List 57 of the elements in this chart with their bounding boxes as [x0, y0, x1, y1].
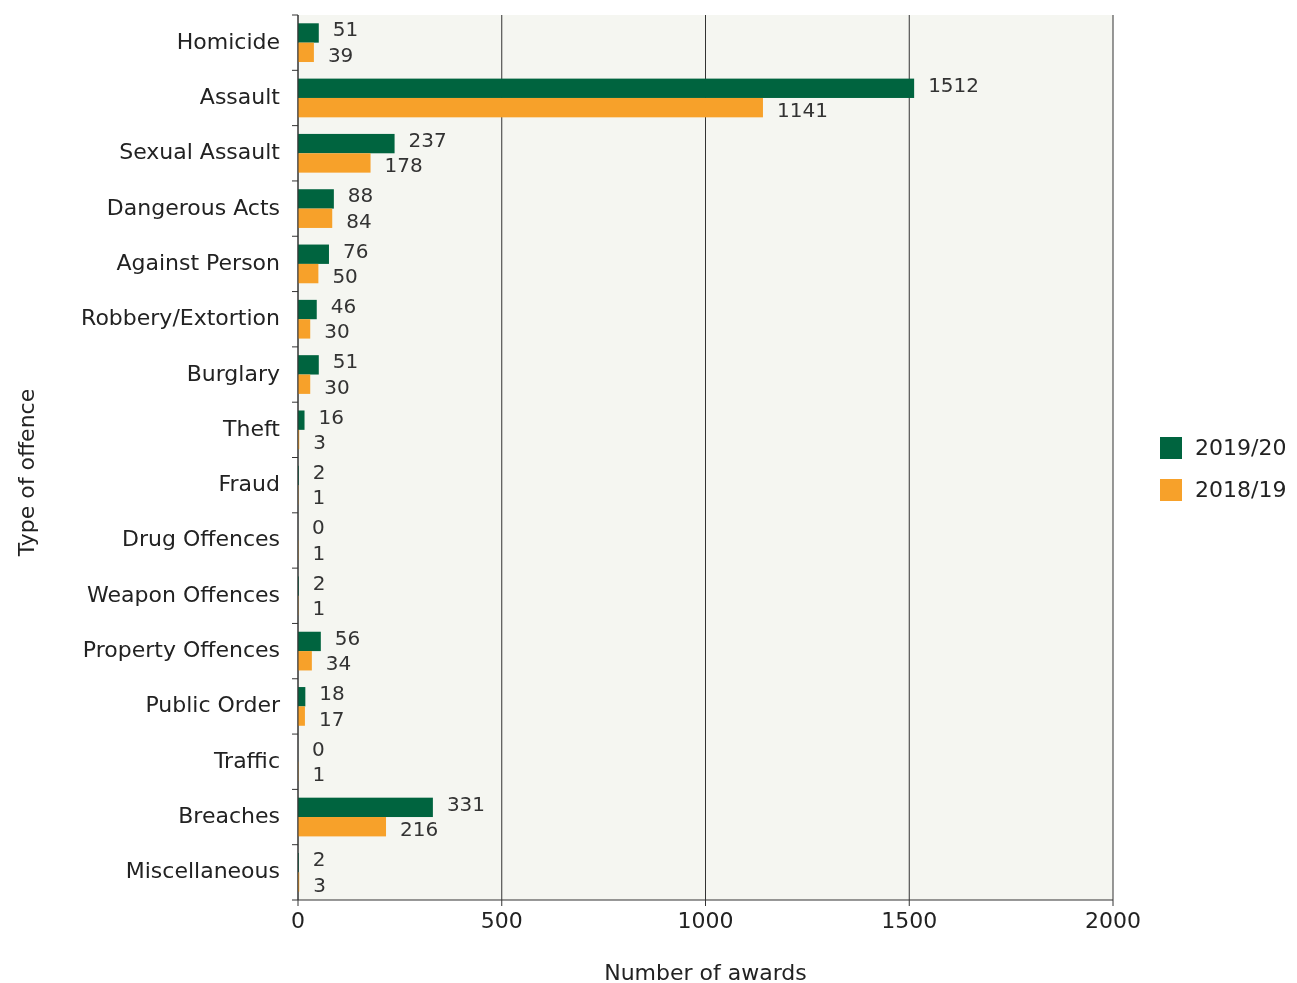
x-tick-label: 2000 — [1085, 908, 1141, 933]
y-tick-label: Drug Offences — [122, 526, 280, 552]
y-tick-label: Against Person — [116, 249, 280, 275]
data-label: 76 — [342, 238, 369, 263]
y-tick-label: Homicide — [176, 28, 280, 54]
data-label: 1 — [312, 540, 326, 565]
legend-label: 2019/20 — [1195, 435, 1287, 460]
data-label: 34 — [325, 651, 352, 676]
data-label: 1512 — [928, 72, 980, 97]
data-label: 0 — [312, 515, 325, 540]
x-axis-title: Number of awards — [604, 960, 807, 983]
data-label: 18 — [319, 681, 345, 706]
data-label: 1 — [312, 595, 326, 620]
y-tick-label: Public Order — [145, 692, 281, 718]
y-tick-label: Dangerous Acts — [106, 194, 280, 220]
y-tick-label: Weapon Offences — [87, 581, 280, 607]
data-label: 56 — [334, 625, 361, 650]
y-tick-label: Assault — [199, 83, 281, 109]
data-label: 88 — [347, 183, 374, 208]
x-tick-label: 1000 — [677, 908, 734, 933]
data-label: 1 — [312, 485, 326, 510]
data-label: 1141 — [776, 98, 828, 123]
data-label: 3 — [313, 430, 326, 455]
y-tick-label: Traffic — [212, 747, 280, 773]
y-tick-label: Burglary — [186, 360, 280, 386]
legend-label: 2018/19 — [1195, 477, 1287, 502]
y-tick-label: Fraud — [218, 471, 280, 497]
data-label: 46 — [330, 294, 357, 319]
data-label: 1 — [312, 761, 326, 786]
data-label: 2 — [312, 459, 326, 484]
data-label: 178 — [384, 153, 423, 178]
y-tick-label: Miscellaneous — [125, 858, 280, 884]
data-label: 0 — [312, 736, 325, 761]
y-tick-label: Breaches — [178, 803, 280, 829]
y-tick-label: Theft — [222, 415, 281, 441]
y-axis-title: Type of offence — [14, 388, 39, 558]
data-label: 39 — [327, 42, 354, 67]
data-label: 331 — [446, 791, 486, 816]
y-tick-label: Sexual Assault — [119, 139, 281, 165]
data-label: 50 — [332, 264, 358, 289]
data-label: 2 — [312, 570, 326, 595]
y-tick-label: Property Offences — [82, 637, 280, 663]
y-tick-label: Robbery/Extortion — [81, 305, 280, 331]
x-tick-label: 0 — [291, 908, 305, 933]
data-label: 3 — [313, 872, 326, 897]
x-tick-label: 1500 — [881, 908, 938, 933]
data-label: 51 — [332, 17, 359, 42]
data-label: 51 — [332, 349, 359, 374]
data-label: 30 — [324, 374, 350, 399]
data-label: 2 — [312, 847, 326, 872]
data-label: 17 — [318, 706, 345, 731]
x-tick-label: 500 — [480, 908, 523, 933]
data-label: 16 — [318, 404, 344, 429]
data-label: 84 — [346, 208, 372, 233]
data-label: 216 — [400, 817, 439, 842]
data-label: 237 — [408, 128, 447, 153]
data-label: 30 — [324, 319, 350, 344]
